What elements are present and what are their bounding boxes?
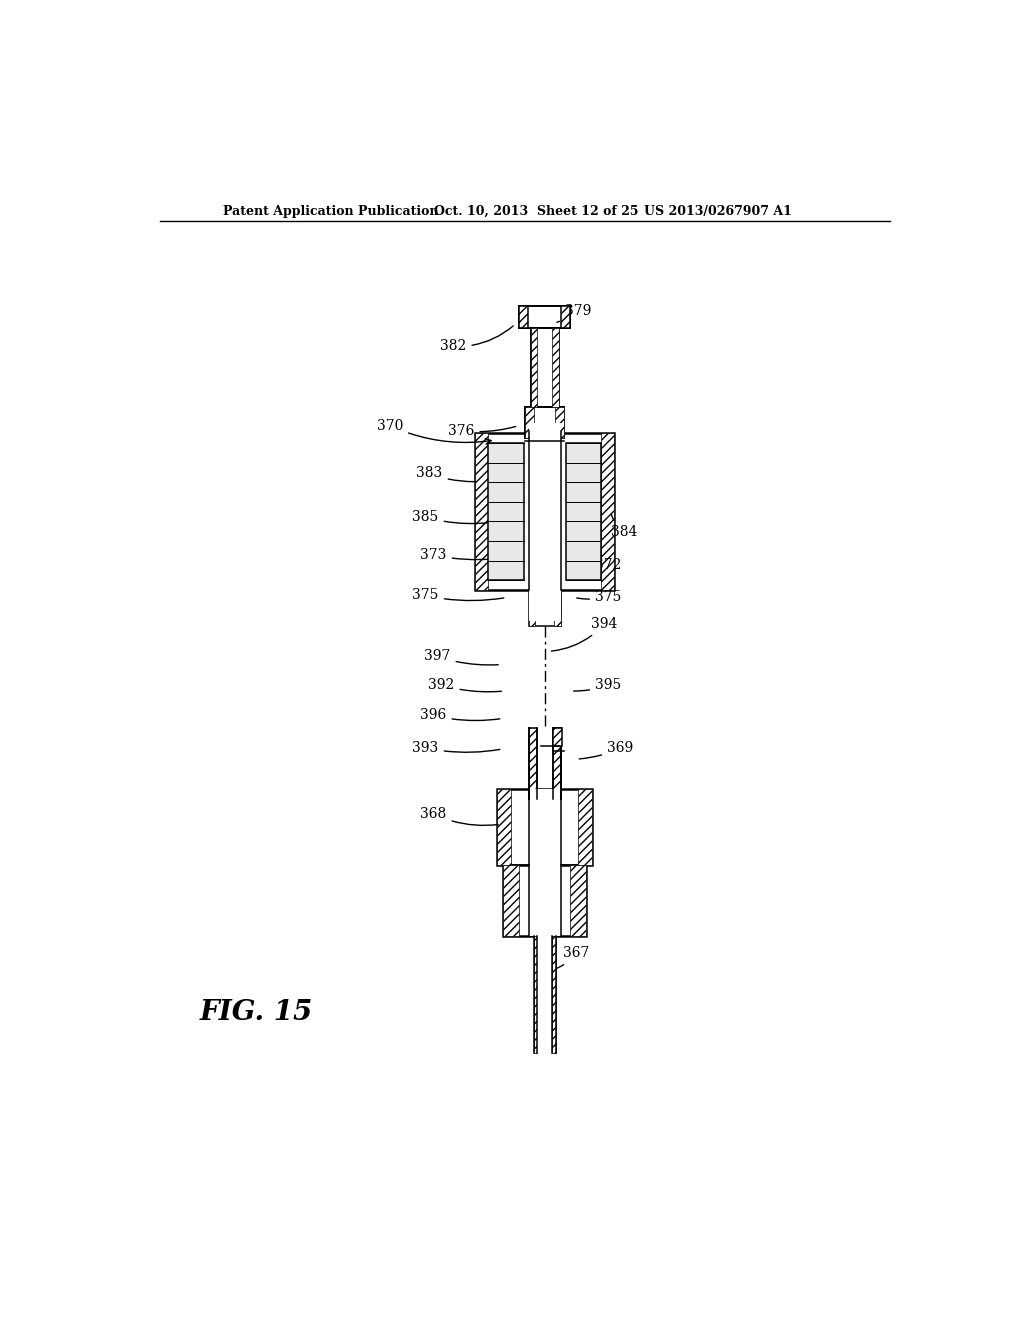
Text: 369: 369 — [580, 741, 633, 759]
Text: 394: 394 — [551, 616, 617, 651]
Bar — [538, 936, 552, 1053]
Bar — [503, 865, 587, 936]
Bar — [528, 590, 560, 626]
Bar — [524, 408, 535, 438]
Text: 373: 373 — [420, 548, 506, 562]
Text: 397: 397 — [424, 649, 499, 665]
Bar — [601, 433, 614, 590]
Bar — [553, 727, 562, 746]
Text: 372: 372 — [580, 558, 622, 572]
Bar — [519, 306, 528, 329]
Text: Oct. 10, 2013  Sheet 12 of 25: Oct. 10, 2013 Sheet 12 of 25 — [433, 205, 638, 218]
Bar — [555, 408, 564, 438]
Text: 376: 376 — [449, 424, 516, 438]
Bar — [524, 408, 564, 438]
Text: FIG. 15: FIG. 15 — [200, 999, 312, 1026]
Text: 385: 385 — [413, 511, 490, 524]
Bar — [487, 444, 523, 581]
Bar — [475, 433, 614, 590]
Bar — [528, 865, 560, 936]
Bar — [552, 936, 556, 1053]
Bar — [565, 444, 601, 581]
Bar — [475, 433, 487, 590]
Bar — [553, 727, 560, 799]
Text: Patent Application Publication: Patent Application Publication — [223, 205, 438, 218]
Text: 379: 379 — [557, 304, 591, 322]
Bar — [534, 936, 538, 1053]
Bar — [570, 865, 587, 936]
Text: 375: 375 — [577, 590, 622, 605]
Text: 370: 370 — [377, 418, 492, 444]
Text: 368: 368 — [421, 807, 499, 825]
Text: US 2013/0267907 A1: US 2013/0267907 A1 — [644, 205, 792, 218]
Bar — [528, 422, 560, 620]
Text: 384: 384 — [610, 515, 637, 540]
Text: 383: 383 — [417, 466, 474, 482]
Bar — [578, 788, 592, 865]
Text: 396: 396 — [421, 709, 500, 722]
Text: 367: 367 — [551, 946, 590, 970]
Bar — [561, 306, 570, 329]
Bar — [528, 788, 560, 865]
Text: 393: 393 — [413, 741, 500, 755]
Bar — [528, 590, 536, 626]
Bar — [503, 865, 519, 936]
Text: 395: 395 — [573, 678, 622, 692]
Bar — [497, 788, 511, 865]
Bar — [554, 590, 560, 626]
Bar — [519, 306, 570, 329]
Bar — [552, 329, 558, 408]
Bar — [530, 329, 538, 408]
Text: 375: 375 — [413, 589, 504, 602]
Bar — [530, 329, 558, 408]
Text: 392: 392 — [428, 678, 502, 692]
Text: 382: 382 — [440, 326, 513, 354]
Bar — [528, 727, 537, 799]
Bar — [497, 788, 592, 865]
